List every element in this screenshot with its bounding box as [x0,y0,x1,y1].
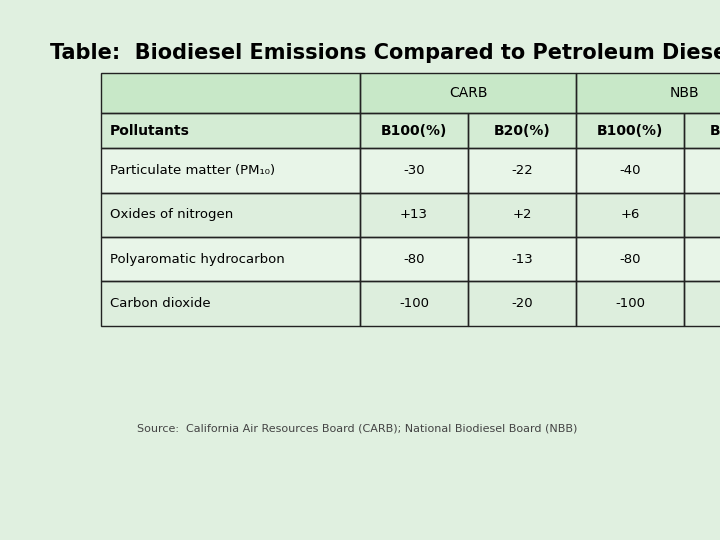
Text: B20(%): B20(%) [710,124,720,138]
Text: Carbon dioxide: Carbon dioxide [110,297,211,310]
Text: NBB: NBB [669,86,699,100]
Text: Oxides of nitrogen: Oxides of nitrogen [110,208,233,221]
Text: +2: +2 [512,208,532,221]
Text: +6: +6 [621,208,639,221]
Text: B100(%): B100(%) [381,124,447,138]
Text: B20(%): B20(%) [494,124,550,138]
Text: CARB: CARB [449,86,487,100]
Text: -20: -20 [511,297,533,310]
Text: Polyaromatic hydrocarbon: Polyaromatic hydrocarbon [110,253,285,266]
Text: +13: +13 [400,208,428,221]
Text: -22: -22 [511,164,533,177]
Text: -100: -100 [615,297,645,310]
Text: -100: -100 [399,297,429,310]
Text: B100(%): B100(%) [597,124,663,138]
Text: Table:  Biodiesel Emissions Compared to Petroleum Diesel: Table: Biodiesel Emissions Compared to P… [50,43,720,63]
Text: Pollutants: Pollutants [110,124,190,138]
Text: -40: -40 [619,164,641,177]
Text: -80: -80 [403,253,425,266]
Text: Source:  California Air Resources Board (CARB); National Biodiesel Board (NBB): Source: California Air Resources Board (… [137,424,577,434]
Text: -13: -13 [511,253,533,266]
Text: -30: -30 [403,164,425,177]
Text: -80: -80 [619,253,641,266]
Text: Particulate matter (PM₁₀): Particulate matter (PM₁₀) [110,164,275,177]
